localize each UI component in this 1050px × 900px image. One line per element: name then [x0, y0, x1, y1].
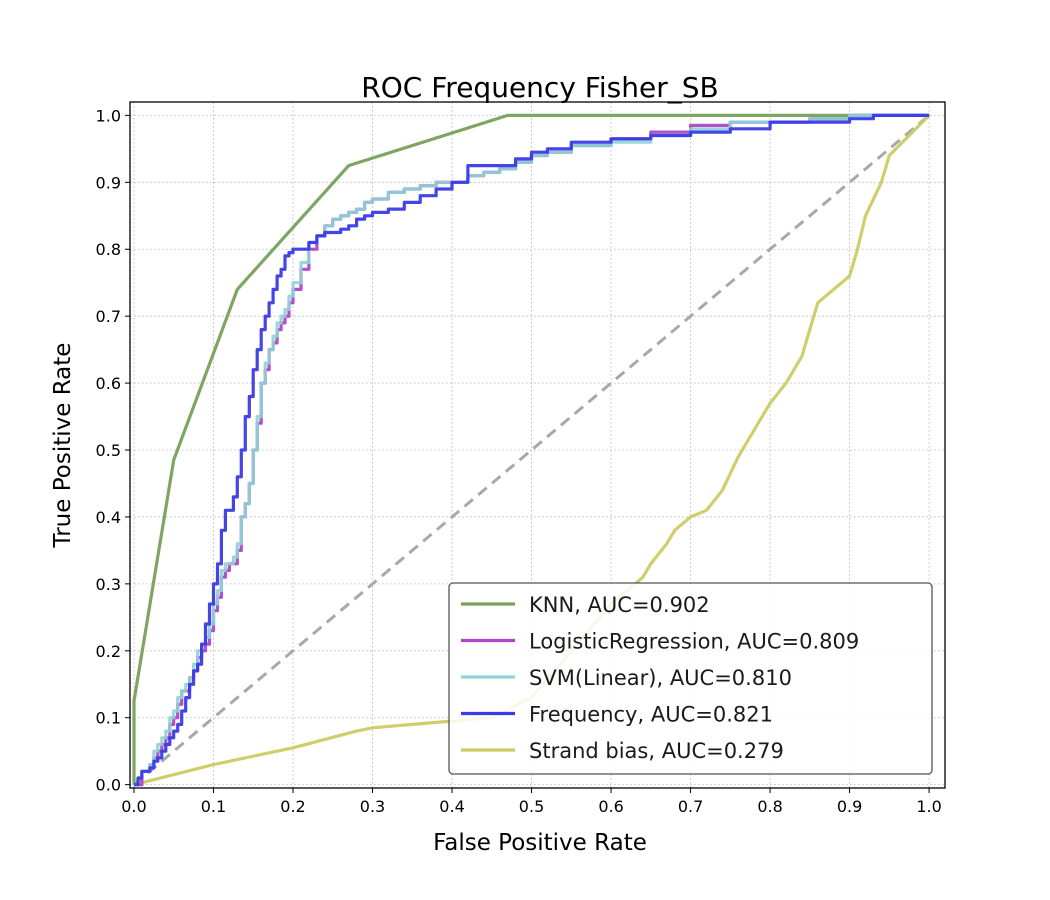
legend: KNN, AUC=0.902 LogisticRegression, AUC=0.… — [448, 582, 933, 775]
y-axis-ticks: 0.0 0.1 0.2 0.3 0.4 0.5 0.6 0.7 0.8 0.9 1.0 — [96, 106, 130, 795]
chance-diagonal — [133, 114, 931, 786]
legend-entry: Frequency, AUC=0.821 — [529, 703, 773, 727]
chart-title: ROC Frequency Fisher_SB — [361, 71, 718, 104]
x-tick-label: 0.3 — [360, 797, 385, 816]
y-tick-label: 0.8 — [96, 240, 121, 259]
y-tick-label: 1.0 — [96, 106, 121, 125]
x-axis-ticks: 0.0 0.1 0.2 0.3 0.4 0.5 0.6 0.7 0.8 0.9 1.0 — [121, 788, 942, 816]
x-tick-label: 1.0 — [916, 797, 941, 816]
legend-box — [448, 582, 933, 775]
y-tick-label: 0.4 — [96, 508, 121, 527]
series-lines — [132, 113, 931, 787]
x-axis-label: False Positive Rate — [433, 830, 647, 856]
x-tick-label: 0.2 — [280, 797, 305, 816]
y-axis-label: True Positive Rate — [50, 343, 76, 549]
y-tick-label: 0.1 — [96, 709, 121, 728]
y-tick-label: 0.5 — [96, 441, 121, 460]
y-tick-label: 0.7 — [96, 307, 121, 326]
x-tick-label: 0.4 — [439, 797, 464, 816]
legend-entry: SVM(Linear), AUC=0.810 — [529, 666, 792, 690]
x-tick-label: 0.5 — [519, 797, 544, 816]
x-tick-label: 0.9 — [837, 797, 862, 816]
plot-area-frame — [129, 101, 946, 789]
y-tick-label: 0.9 — [96, 173, 121, 192]
series-line-3 — [134, 113, 930, 787]
y-tick-label: 0.0 — [96, 776, 121, 795]
x-tick-label: 0.6 — [598, 797, 623, 816]
y-tick-label: 0.3 — [96, 575, 121, 594]
x-tick-label: 0.0 — [121, 797, 146, 816]
y-tick-label: 0.2 — [96, 642, 121, 661]
x-tick-label: 0.1 — [201, 797, 226, 816]
legend-entry: KNN, AUC=0.902 — [529, 593, 710, 617]
y-tick-label: 0.6 — [96, 374, 121, 393]
x-tick-label: 0.7 — [678, 797, 703, 816]
legend-entry: LogisticRegression, AUC=0.809 — [529, 630, 859, 654]
series-line-4 — [133, 114, 931, 787]
legend-entry: Strand bias, AUC=0.279 — [529, 739, 784, 763]
chance-line — [133, 114, 931, 786]
x-tick-label: 0.8 — [757, 797, 782, 816]
series-line-0 — [132, 113, 930, 785]
